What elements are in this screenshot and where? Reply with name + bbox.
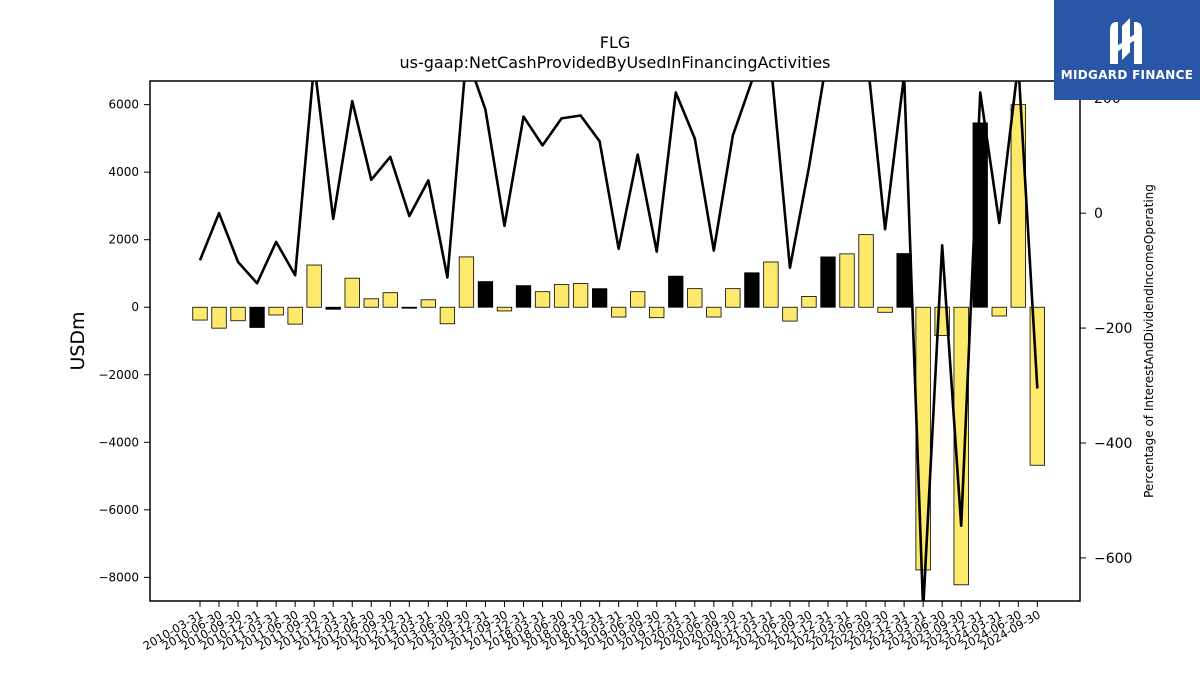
- y-tick-label: −2000: [98, 368, 139, 382]
- y-tick-label: 4000: [108, 165, 139, 179]
- bar: [230, 306, 246, 322]
- x-axis: 2010-03-312010-06-302010-09-302010-12-31…: [141, 601, 1043, 653]
- bar: [439, 306, 456, 325]
- bar: [744, 272, 760, 308]
- bar: [991, 306, 1007, 317]
- line-path: [198, 81, 1039, 601]
- bar: [306, 264, 322, 308]
- bar: [725, 288, 741, 308]
- bar: [839, 253, 855, 308]
- bar: [382, 292, 398, 308]
- logo-text: MIDGARD FINANCE: [1060, 68, 1194, 82]
- bar: [649, 306, 665, 319]
- bar: [553, 284, 570, 308]
- bar: [591, 288, 608, 308]
- bar: [877, 306, 893, 313]
- bar: [630, 291, 646, 308]
- logo: MIDGARD FINANCE: [1054, 0, 1200, 100]
- bar: [763, 261, 779, 308]
- bar: [801, 296, 817, 308]
- bar: [668, 275, 684, 308]
- bar: [572, 283, 589, 308]
- y2-tick-label: −600: [1094, 551, 1132, 567]
- bar: [268, 306, 284, 316]
- bar: [687, 288, 703, 308]
- y-tick-label: 0: [131, 300, 139, 314]
- bar: [363, 298, 379, 308]
- y2-axis: −600−400−2000200: [1080, 91, 1132, 567]
- y2-tick-label: −400: [1094, 436, 1132, 452]
- bar: [344, 277, 360, 308]
- bar: [287, 306, 303, 325]
- bar: [953, 306, 969, 586]
- y-tick-label: −8000: [98, 570, 139, 584]
- y-axis-label: USDm: [67, 311, 89, 370]
- bar: [249, 306, 265, 328]
- bar: [477, 281, 494, 308]
- y-tick-label: 2000: [108, 233, 139, 247]
- y-axis: −8000 −6000 −4000 −2000 0 2000 4000 6000: [98, 98, 150, 584]
- chart-subtitle: us-gaap:NetCashProvidedByUsedInFinancing…: [399, 53, 830, 72]
- bar: [420, 299, 437, 308]
- y-tick-label: 6000: [108, 98, 139, 112]
- bar: [534, 291, 551, 308]
- bar: [192, 306, 208, 321]
- plot-frame: [149, 80, 1081, 602]
- bar: [611, 306, 627, 318]
- bar: [401, 306, 417, 309]
- line-series: [198, 81, 1039, 601]
- bar: [896, 253, 912, 308]
- bar: [782, 306, 798, 322]
- bar: [325, 306, 341, 310]
- bar: [496, 306, 513, 312]
- bar-series: [192, 104, 1045, 586]
- y2-tick-label: −200: [1094, 321, 1132, 337]
- bar: [515, 285, 532, 308]
- bar: [858, 234, 874, 308]
- bar: [820, 256, 836, 308]
- y-tick-label: −6000: [98, 503, 139, 517]
- y-tick-label: −4000: [98, 435, 139, 449]
- bar: [706, 306, 722, 318]
- chart-title: FLG: [600, 33, 631, 52]
- y2-tick-label: 0: [1094, 206, 1103, 222]
- bar: [458, 256, 475, 308]
- y2-axis-label: Percentage of InterestAndDividendIncomeO…: [1142, 184, 1156, 498]
- bar: [211, 306, 227, 329]
- logo-mark-icon: [1110, 18, 1142, 64]
